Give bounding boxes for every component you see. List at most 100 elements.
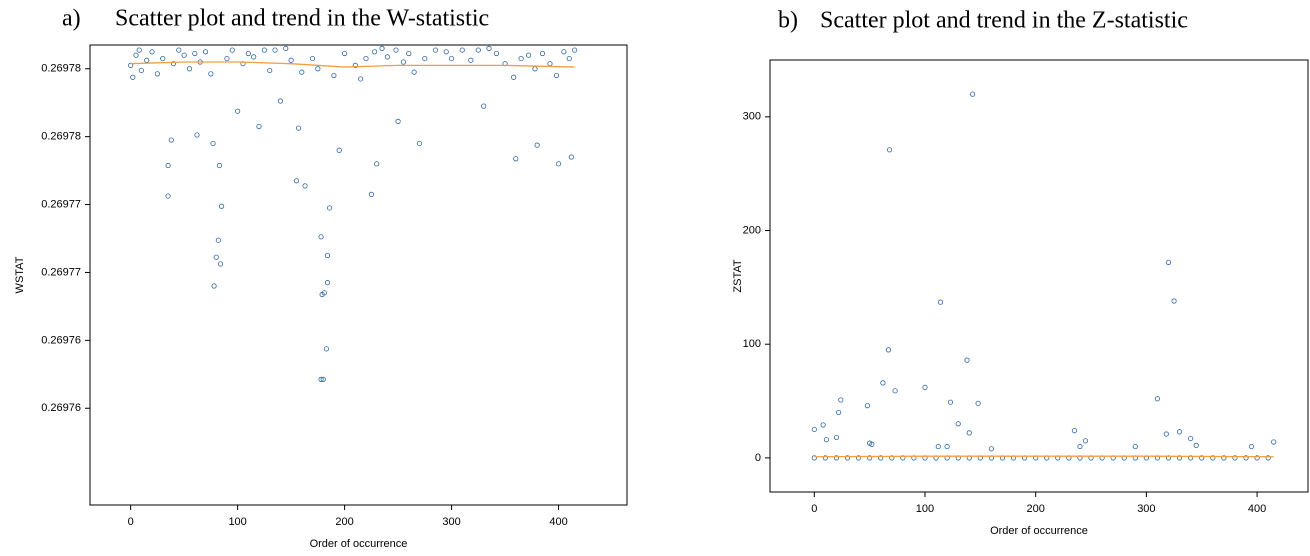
- point: [210, 140, 216, 147]
- point: [224, 55, 230, 62]
- y-tick-label: 0: [755, 452, 761, 464]
- point: [1210, 455, 1216, 461]
- point: [218, 203, 225, 209]
- y-tick-label: 300: [743, 111, 761, 123]
- point: [358, 76, 364, 82]
- point: [820, 422, 826, 428]
- point: [525, 52, 532, 58]
- point: [216, 162, 223, 169]
- point: [571, 47, 578, 53]
- point: [130, 74, 136, 80]
- point: [811, 426, 817, 433]
- x-tick-label: 100: [916, 503, 934, 515]
- point: [374, 161, 380, 167]
- point: [379, 45, 385, 51]
- point: [215, 237, 221, 243]
- point: [459, 47, 465, 53]
- point: [1071, 428, 1078, 434]
- point: [880, 380, 886, 386]
- point: [1193, 442, 1199, 448]
- point: [836, 409, 842, 416]
- x-tick-label: 200: [1026, 503, 1044, 515]
- x-axis-title: Order of occurrence: [310, 538, 408, 550]
- y-tick-label: 200: [743, 224, 761, 236]
- point: [833, 455, 840, 461]
- point: [309, 55, 316, 62]
- point: [192, 50, 198, 57]
- point: [341, 50, 348, 57]
- point: [432, 47, 439, 53]
- point: [315, 66, 321, 72]
- point: [363, 55, 369, 62]
- point: [165, 162, 171, 169]
- point: [475, 47, 481, 53]
- point: [969, 91, 976, 97]
- point: [1077, 443, 1083, 450]
- point: [1082, 438, 1089, 444]
- point: [922, 384, 928, 391]
- point: [411, 69, 417, 75]
- point: [149, 49, 155, 55]
- panel-label: a): [62, 6, 81, 32]
- point: [144, 57, 150, 63]
- point: [406, 50, 412, 57]
- point: [513, 156, 519, 162]
- point: [327, 205, 333, 211]
- x-axis-title: Order of occurrence: [990, 525, 1088, 537]
- point: [988, 446, 994, 452]
- point: [165, 193, 171, 199]
- point: [1265, 455, 1271, 461]
- point: [1176, 429, 1183, 435]
- point: [955, 421, 961, 427]
- point: [885, 347, 892, 353]
- point: [811, 455, 817, 461]
- point: [532, 66, 538, 72]
- point: [855, 455, 862, 461]
- y-axis-title: ZSTAT: [732, 259, 744, 292]
- point: [256, 123, 262, 130]
- y-tick-label: 0.26977: [41, 266, 81, 278]
- point: [208, 71, 214, 77]
- point: [486, 45, 492, 51]
- point: [878, 455, 884, 461]
- point: [261, 47, 267, 53]
- point: [1171, 298, 1177, 304]
- point: [302, 183, 308, 189]
- y-tick-label: 0.26977: [41, 198, 81, 210]
- point: [229, 47, 235, 53]
- point: [1243, 455, 1249, 461]
- x-tick-label: 0: [811, 503, 817, 515]
- point: [368, 191, 374, 197]
- point: [553, 72, 559, 79]
- point: [288, 57, 294, 63]
- point: [202, 49, 209, 55]
- point: [534, 142, 540, 148]
- point: [245, 50, 251, 57]
- point: [568, 154, 574, 160]
- point: [331, 72, 337, 79]
- point: [966, 430, 972, 436]
- point: [555, 161, 562, 167]
- point: [299, 69, 305, 75]
- point: [1221, 455, 1227, 461]
- point: [136, 47, 142, 53]
- point: [566, 55, 572, 62]
- point: [154, 71, 160, 77]
- point: [892, 388, 898, 394]
- x-tick-label: 100: [228, 516, 246, 528]
- point: [168, 137, 174, 143]
- point: [511, 74, 517, 80]
- point: [1232, 455, 1238, 461]
- trend-line: [130, 61, 575, 68]
- point: [823, 437, 830, 443]
- point: [336, 147, 342, 153]
- point: [217, 261, 224, 267]
- point: [320, 376, 326, 382]
- point: [1154, 396, 1161, 402]
- point: [211, 283, 217, 289]
- point: [1254, 455, 1260, 461]
- point: [937, 299, 944, 305]
- point: [352, 62, 358, 68]
- point: [1165, 259, 1172, 265]
- point: [1199, 455, 1205, 461]
